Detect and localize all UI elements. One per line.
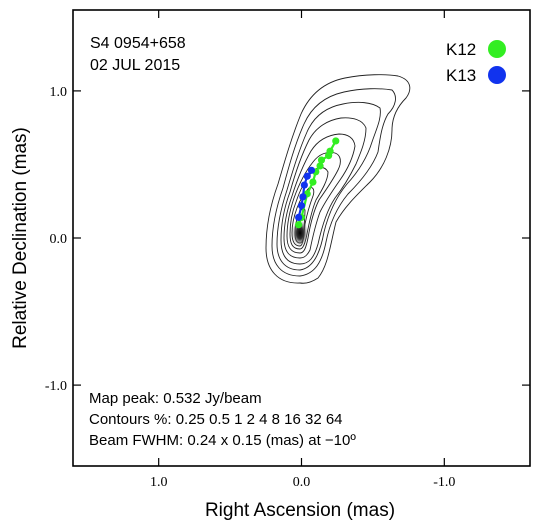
y-tick-label: 1.0: [50, 85, 68, 100]
point-k12: [332, 137, 340, 145]
legend-label-k12: K12: [446, 40, 476, 59]
contour-level-2: [271, 88, 396, 277]
point-k13: [303, 172, 311, 180]
contour-level-6: [286, 151, 341, 254]
date-label: 02 JUL 2015: [90, 57, 180, 74]
legend-label-k13: K13: [446, 66, 476, 85]
point-k13: [299, 193, 307, 201]
point-k12: [326, 147, 334, 155]
contours-text: Contours %: 0.25 0.5 1 2 4 8 16 32 64: [89, 411, 343, 428]
legend-marker-k13: [488, 66, 506, 84]
legend-marker-k12: [488, 40, 506, 58]
point-k13: [307, 166, 316, 174]
axis-ticks: 1.0 0.0 -1.0 1.0 0.0 -1.0: [45, 10, 530, 490]
contour-level-5: [283, 133, 356, 259]
info-block: Map peak: 0.532 Jy/beam Contours %: 0.25…: [89, 390, 356, 449]
point-k12: [295, 221, 303, 229]
map-peak-text: Map peak: 0.532 Jy/beam: [89, 390, 262, 407]
x-tick-label: 1.0: [150, 475, 168, 490]
point-k12: [309, 178, 317, 186]
source-label: S4 0954+658: [90, 35, 186, 52]
x-axis-title: Right Ascension (mas): [205, 500, 395, 521]
point-k13: [300, 181, 308, 189]
point-k13: [297, 202, 306, 210]
y-tick-label: 0.0: [50, 232, 68, 247]
beam-text: Beam FWHM: 0.24 x 0.15 (mas) at −10º: [89, 432, 356, 449]
series-layer: [295, 137, 340, 229]
x-tick-label: -1.0: [433, 475, 455, 490]
point-k13: [295, 213, 303, 222]
contour-level-4: [280, 117, 367, 265]
x-tick-label: 0.0: [293, 475, 311, 490]
y-axis-title: Relative Declination (mas): [10, 127, 31, 349]
point-k12: [317, 156, 326, 164]
point-k12: [316, 162, 324, 170]
contour-level-1: [265, 74, 411, 284]
legend: K12 K13: [446, 40, 506, 85]
contour-level-3: [276, 101, 381, 271]
y-tick-label: -1.0: [45, 379, 67, 394]
